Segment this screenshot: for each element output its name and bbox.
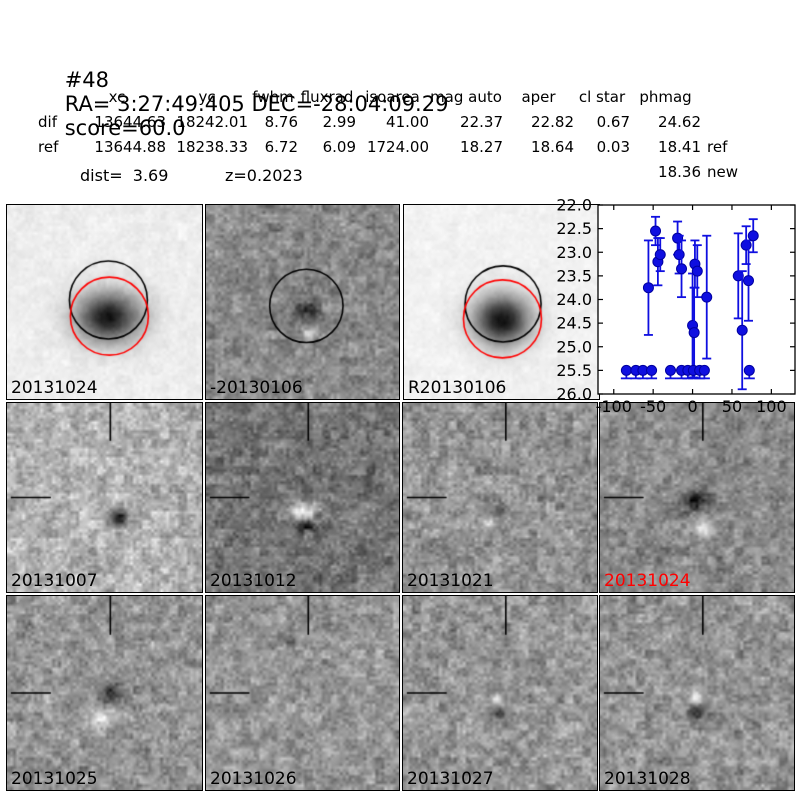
dif-xc: 13644.63 [94, 113, 166, 131]
ref-isoarea: 1724.00 [366, 138, 429, 156]
ref-fwhm: 6.72 [264, 138, 298, 156]
cutout-20131028: 20131028 [599, 595, 795, 791]
cutout-20131021: 20131021 [402, 402, 598, 593]
ref-suffix: ref [707, 138, 728, 156]
col-header-phmag: phmag [639, 88, 692, 106]
ref-cl-star: 0.03 [596, 138, 630, 156]
photometry-table: xc yc fwhm fluxrad isoarea mag auto aper… [38, 88, 751, 182]
cutout-label: -20130106 [210, 378, 303, 398]
col-header-fluxrad: fluxrad [300, 88, 354, 106]
col-header-aper: aper [521, 88, 556, 106]
col-header-spacer [701, 88, 751, 107]
redshift-value: z=0.2023 [225, 166, 303, 185]
dif-cl-star: 0.67 [596, 113, 630, 131]
candidate-id: #48 [64, 68, 110, 92]
page-title: #48 RA= 3:27:49.405 DEC=-28:04:09.29 sco… [38, 44, 449, 164]
ref-yc: 18238.33 [176, 138, 248, 156]
cutout-label: R20130106 [408, 378, 507, 398]
cutout-label: 20131026 [210, 769, 297, 789]
dif-aper: 22.82 [531, 113, 574, 131]
ref-aper: 18.64 [531, 138, 574, 156]
col-header-cl-star: cl star [578, 88, 626, 106]
ref-xc: 13644.88 [94, 138, 166, 156]
cutout-20131012: 20131012 [205, 402, 400, 593]
col-header-fwhm: fwhm [252, 88, 294, 106]
ref-mag-auto: 18.27 [460, 138, 503, 156]
cutout-label: 20131007 [11, 571, 98, 591]
cutout-ref-20130106: R20130106 [403, 204, 600, 400]
new-phmag: 18.36 [658, 163, 701, 181]
cutout-label: 20131024 [11, 378, 98, 398]
cutout-20131027: 20131027 [402, 595, 598, 791]
coordinates: RA= 3:27:49.405 DEC=-28:04:09.29 [64, 92, 449, 116]
score: score=60.0 [64, 116, 186, 140]
ref-phmag: 18.41 [658, 138, 701, 156]
cutout-label: 20131024 [604, 571, 691, 591]
col-header-mag-auto: mag auto [430, 88, 502, 106]
dif-phmag: 24.62 [658, 113, 701, 131]
cutout-20131024-dif: 20131024 [599, 402, 795, 593]
cutout-20131007: 20131007 [6, 402, 203, 593]
cutout-label: 20131027 [407, 769, 494, 789]
dist-value: dist= 3.69 [80, 166, 169, 185]
dif-fwhm: 8.76 [264, 113, 298, 131]
dif-yc: 18242.01 [176, 113, 248, 131]
col-header-isoarea: isoarea [365, 88, 420, 106]
dif-mag-auto: 22.37 [460, 113, 503, 131]
cutout-20131026: 20131026 [205, 595, 400, 791]
row-label-ref: ref [38, 138, 59, 156]
cutout-label: 20131021 [407, 571, 494, 591]
dif-isoarea: 41.00 [386, 113, 429, 131]
col-header-yc: yc [198, 88, 216, 106]
table-corner [38, 88, 68, 107]
dif-suffix [701, 113, 751, 132]
row-label-dif: dif [38, 113, 57, 131]
cutout-20131025: 20131025 [6, 595, 203, 791]
new-suffix: new [707, 163, 739, 181]
cutout-dif-20130106: -20130106 [205, 204, 400, 400]
cutout-label: 20131025 [11, 769, 98, 789]
dif-fluxrad: 2.99 [322, 113, 356, 131]
cutout-label: 20131028 [604, 769, 691, 789]
cutout-new-20131024: 20131024 [6, 204, 203, 400]
col-header-xc: xc [108, 88, 126, 106]
ref-fluxrad: 6.09 [322, 138, 356, 156]
cutout-label: 20131012 [210, 571, 297, 591]
